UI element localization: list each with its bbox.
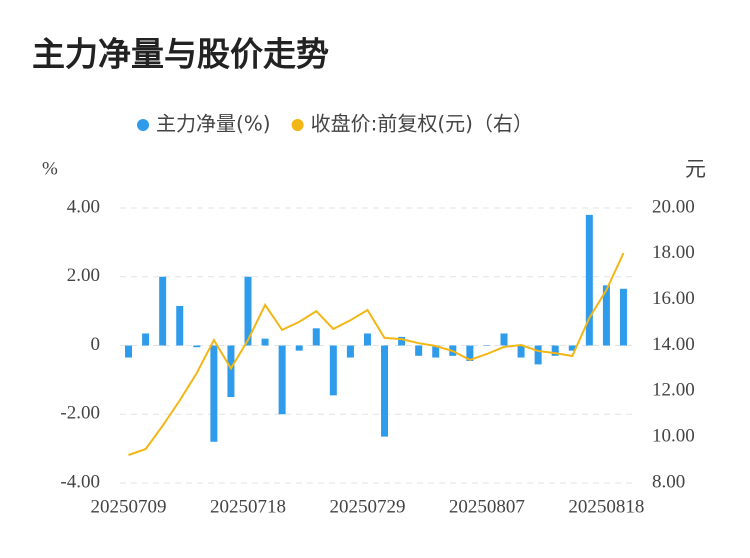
bar	[329, 345, 337, 396]
bar	[432, 345, 440, 358]
bar	[568, 345, 576, 351]
bar	[466, 345, 474, 361]
bar	[585, 214, 593, 346]
bar	[398, 336, 406, 346]
bar	[278, 345, 286, 415]
bar	[142, 333, 150, 346]
y2-tick-label: 14.00	[652, 334, 695, 355]
legend-label: 主力净量(%)	[156, 112, 271, 136]
bar	[312, 328, 320, 346]
bar	[346, 345, 354, 358]
bar	[295, 345, 303, 351]
chart-title: 主力净量与股价走势	[32, 35, 329, 74]
bar	[363, 333, 371, 346]
bar	[381, 345, 389, 437]
y2-unit: 元	[685, 157, 706, 181]
bar	[244, 276, 252, 346]
legend-label: 收盘价:前复权(元)（右）	[311, 112, 533, 136]
y-tick-label: 0	[91, 334, 101, 355]
y2-tick-label: 10.00	[652, 426, 695, 447]
bar	[619, 288, 627, 346]
y2-tick-label: 12.00	[652, 380, 695, 401]
bar	[551, 345, 559, 356]
x-tick-label: 20250729	[329, 496, 405, 517]
bar	[227, 345, 235, 398]
y-unit: %	[42, 158, 58, 179]
y2-tick-label: 8.00	[652, 471, 685, 492]
bar	[261, 338, 269, 346]
y2-tick-label: 16.00	[652, 288, 695, 309]
x-tick-label: 20250709	[91, 496, 167, 517]
y-tick-label: 4.00	[67, 196, 100, 217]
legend-marker	[291, 119, 304, 131]
bar	[125, 345, 133, 358]
bar	[534, 345, 542, 365]
price-line	[128, 252, 625, 456]
x-tick-label: 20250807	[449, 496, 525, 517]
y-tick-label: 2.00	[67, 265, 100, 286]
bar	[159, 276, 167, 346]
y-tick-label: -4.00	[60, 471, 100, 492]
bar	[415, 345, 423, 356]
legend-marker	[137, 119, 149, 131]
bar	[193, 345, 201, 348]
y2-tick-label: 18.00	[652, 242, 695, 263]
bar	[210, 345, 218, 442]
y2-tick-label: 20.00	[652, 196, 695, 217]
bar	[517, 345, 525, 358]
bar	[176, 305, 184, 346]
bar	[500, 333, 508, 346]
x-tick-label: 20250718	[210, 496, 286, 517]
x-tick-label: 20250818	[568, 496, 644, 517]
bar	[483, 345, 491, 346]
y-tick-label: -2.00	[60, 403, 100, 424]
bar	[602, 285, 610, 346]
